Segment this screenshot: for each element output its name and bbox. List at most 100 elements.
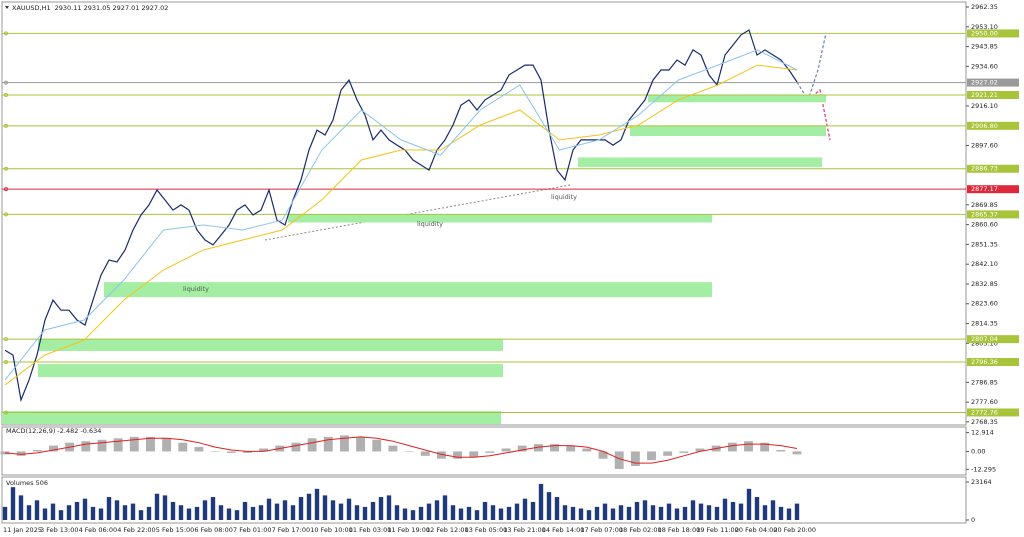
bar (66, 505, 72, 520)
bar (546, 492, 552, 520)
bar (698, 503, 704, 520)
volume-panel (1, 476, 967, 524)
bar (10, 487, 16, 520)
bar (129, 436, 139, 452)
annotation: liquidity (551, 193, 577, 201)
bar (178, 505, 184, 520)
x-tick-label: 7 Feb 17:00 (272, 526, 311, 534)
bar (130, 503, 136, 520)
bar (146, 506, 152, 520)
bar (81, 441, 91, 452)
bar (630, 451, 640, 467)
bar (339, 435, 349, 452)
bar (194, 506, 200, 520)
bar (402, 508, 408, 520)
bar (356, 436, 366, 452)
bar (594, 506, 600, 520)
bar (370, 501, 376, 520)
bar (386, 495, 392, 520)
bar (682, 506, 688, 520)
bar (274, 503, 280, 520)
bar (776, 449, 786, 452)
bar (598, 451, 608, 459)
level-label-box (967, 210, 1019, 219)
bar (602, 503, 608, 520)
level-label: 2950.00 (971, 29, 998, 37)
level-anchor (4, 31, 8, 36)
x-tick-label: 13 Feb 21:00 (503, 526, 546, 534)
bar (550, 444, 559, 452)
bar (218, 505, 224, 520)
x-tick-label: 4 Feb 22:00 (117, 526, 156, 534)
bar (242, 501, 248, 520)
y-tick-label: 2953.10 (971, 23, 998, 31)
bar (794, 503, 800, 520)
bar (234, 510, 240, 520)
level-anchor (4, 359, 8, 364)
x-tick-label: 20 Feb 20:00 (773, 526, 816, 534)
bar (714, 506, 720, 520)
main-panel (1, 1, 967, 426)
bar (778, 506, 784, 520)
price-line (4, 29, 798, 403)
bar (202, 500, 208, 520)
bar (314, 488, 320, 520)
level-label: 2772.76 (971, 408, 998, 416)
bar (690, 500, 696, 520)
bar (162, 495, 168, 520)
bar (418, 506, 424, 520)
bar (388, 445, 398, 452)
bar (346, 498, 352, 520)
bar (298, 497, 304, 520)
level-label: 2921.21 (971, 91, 998, 99)
bar (658, 506, 664, 520)
bar (679, 451, 689, 453)
x-tick-label: 14 Feb 14:00 (542, 526, 585, 534)
panel-title: Volumes 506 (6, 479, 48, 487)
level-label-box (967, 185, 1019, 194)
level-label-box (967, 91, 1019, 100)
liquidity-zone (288, 214, 712, 223)
bar (113, 438, 123, 452)
bar (674, 508, 680, 520)
bar (114, 500, 120, 520)
bar (74, 501, 80, 520)
bar (738, 503, 744, 520)
level-label: 2807.04 (971, 335, 998, 343)
y-tick-label: 2943.85 (971, 43, 998, 51)
x-tick-label: 7 Feb 01:00 (233, 526, 272, 534)
y-tick-label: 2768.35 (971, 418, 998, 426)
menu-icon[interactable] (5, 6, 9, 9)
bar (610, 508, 616, 520)
y-tick-label: 0.00 (971, 447, 985, 455)
liquidity-zone (2, 411, 501, 425)
bar (436, 451, 446, 459)
bar (562, 505, 568, 520)
bar (642, 500, 648, 520)
y-tick-label: 2786.85 (971, 378, 998, 386)
bar (647, 451, 656, 461)
bar (474, 510, 480, 520)
y-tick-label: 2814.35 (971, 320, 998, 328)
x-tick-label: 10 Feb 10:00 (310, 526, 353, 534)
bar (614, 451, 624, 469)
level-label-box (967, 335, 1019, 344)
bar (786, 508, 792, 520)
x-tick-label: 19 Feb 11:00 (696, 526, 739, 534)
bar (0, 451, 10, 455)
bar (266, 498, 272, 520)
bar (420, 451, 430, 456)
bar (426, 503, 432, 520)
bar (58, 510, 64, 520)
annotation: liquidity (417, 220, 443, 228)
level-label-box (967, 78, 1019, 87)
bar (792, 451, 802, 455)
bar (259, 448, 269, 452)
bar (554, 497, 560, 520)
bar (323, 436, 333, 452)
bar (450, 505, 456, 520)
bar (82, 498, 88, 520)
x-tick-label: 18 Feb 02:00 (619, 526, 662, 534)
